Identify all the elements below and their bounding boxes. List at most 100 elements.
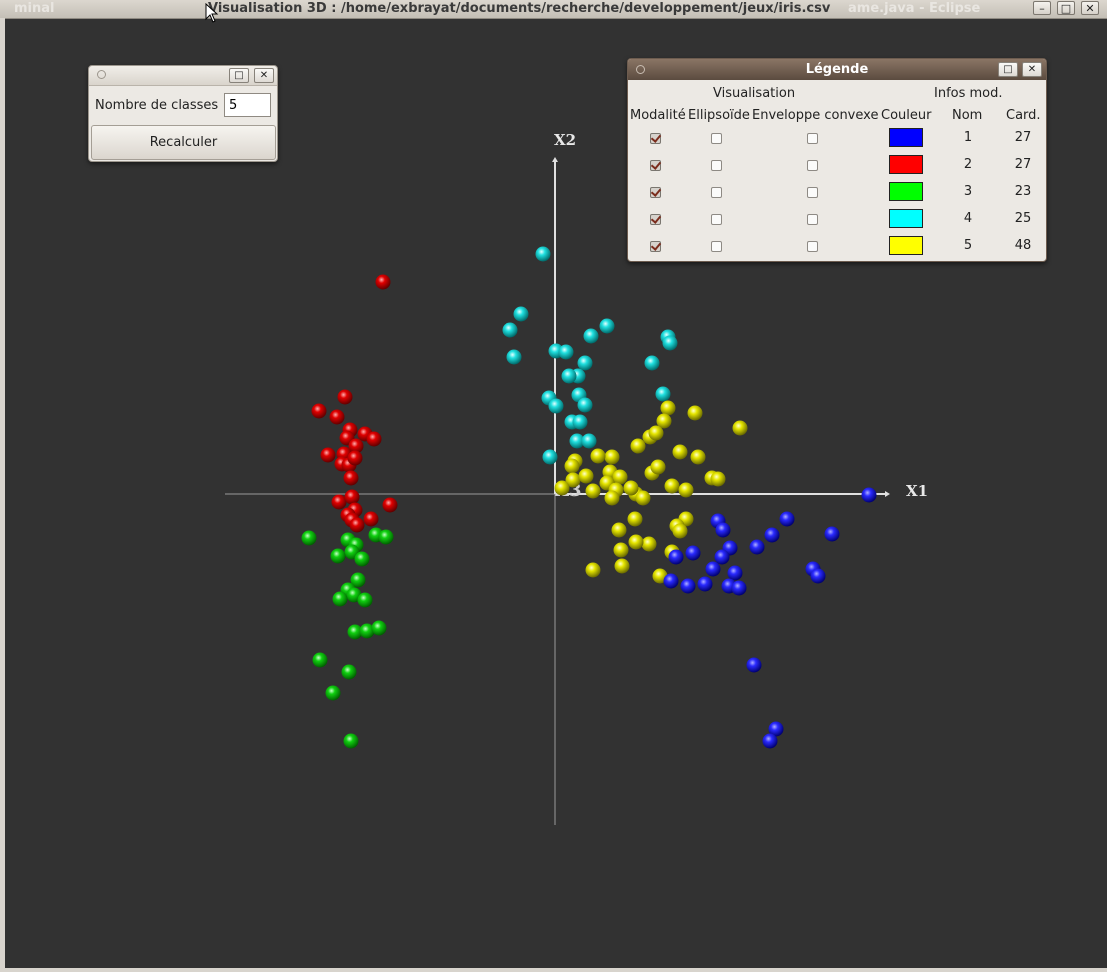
data-point: [731, 580, 747, 596]
col-header-ellipsoide: Ellipsoïde: [688, 108, 750, 123]
modalite-checkbox[interactable]: [650, 160, 661, 171]
data-point: [656, 413, 672, 429]
main-window-titlebar[interactable]: minal Visualisation 3D : /home/exbrayat/…: [0, 0, 1107, 19]
background-window-title: minal: [14, 1, 55, 16]
data-point: [585, 562, 601, 578]
data-point: [810, 568, 826, 584]
col-header-modalite: Modalité: [630, 108, 686, 123]
enveloppe-checkbox[interactable]: [807, 133, 818, 144]
legend-window-menu-icon[interactable]: [636, 65, 645, 74]
data-point: [604, 449, 620, 465]
data-point: [375, 274, 391, 290]
modalite-checkbox[interactable]: [650, 241, 661, 252]
background-window-title-right: ame.java - Eclipse: [848, 1, 981, 16]
data-point: [558, 344, 574, 360]
data-point: [685, 545, 701, 561]
maximize-button[interactable]: □: [1057, 1, 1075, 15]
data-point: [506, 349, 522, 365]
data-point: [583, 328, 599, 344]
data-point: [371, 620, 387, 636]
data-point: [678, 482, 694, 498]
close-button[interactable]: ✕: [1081, 1, 1099, 15]
data-point: [599, 318, 615, 334]
window-menu-icon[interactable]: [97, 70, 106, 79]
data-point: [502, 322, 518, 338]
data-point: [644, 355, 660, 371]
dialog-close-button[interactable]: ✕: [254, 68, 274, 83]
recalculate-button[interactable]: Recalculer: [91, 125, 276, 160]
ellipsoide-checkbox[interactable]: [711, 160, 722, 171]
data-point: [749, 539, 765, 555]
data-point: [623, 480, 639, 496]
color-swatch[interactable]: [889, 236, 923, 255]
data-point: [581, 433, 597, 449]
visualisation-group-header: Visualisation: [713, 86, 796, 101]
color-swatch[interactable]: [889, 182, 923, 201]
data-point: [311, 403, 327, 419]
data-point: [312, 652, 328, 668]
data-point: [301, 530, 317, 546]
dialog-titlebar[interactable]: □ ✕: [89, 66, 277, 86]
modalite-checkbox[interactable]: [650, 133, 661, 144]
color-swatch[interactable]: [889, 128, 923, 147]
ellipsoide-checkbox[interactable]: [711, 241, 722, 252]
class-count-input[interactable]: [224, 93, 271, 117]
legend-titlebar[interactable]: Légende □ ✕: [628, 59, 1046, 80]
data-point: [354, 551, 370, 567]
legend-title: Légende: [805, 62, 869, 77]
x2-axis-arrow: [552, 157, 558, 162]
infos-group-header: Infos mod.: [934, 86, 1003, 101]
data-point: [613, 542, 629, 558]
enveloppe-checkbox[interactable]: [807, 187, 818, 198]
data-point: [565, 472, 581, 488]
class-name: 3: [963, 184, 973, 199]
data-point: [585, 483, 601, 499]
legend-close-button[interactable]: ✕: [1022, 62, 1042, 77]
col-header-card: Card.: [1006, 108, 1041, 123]
data-point: [672, 523, 688, 539]
color-swatch[interactable]: [889, 155, 923, 174]
data-point: [320, 447, 336, 463]
data-point: [577, 355, 593, 371]
data-point: [628, 534, 644, 550]
modalite-checkbox[interactable]: [650, 214, 661, 225]
window-title: Visualisation 3D : /home/exbrayat/docume…: [208, 1, 831, 16]
data-point: [329, 409, 345, 425]
data-point: [331, 494, 347, 510]
class-card: 23: [1014, 184, 1032, 199]
class-card: 48: [1014, 238, 1032, 253]
enveloppe-checkbox[interactable]: [807, 241, 818, 252]
mouse-cursor-icon: [205, 3, 219, 23]
dialog-maximize-button[interactable]: □: [229, 68, 249, 83]
data-point: [382, 497, 398, 513]
data-point: [378, 529, 394, 545]
class-name: 5: [963, 238, 973, 253]
data-point: [715, 522, 731, 538]
data-point: [564, 458, 580, 474]
data-point: [664, 478, 680, 494]
data-point: [614, 558, 630, 574]
minimize-button[interactable]: –: [1033, 1, 1051, 15]
modalite-checkbox[interactable]: [650, 187, 661, 198]
data-point: [697, 576, 713, 592]
legend-maximize-button[interactable]: □: [998, 62, 1018, 77]
class-count-dialog[interactable]: □ ✕ Nombre de classes Recalculer: [88, 65, 278, 162]
color-swatch[interactable]: [889, 209, 923, 228]
data-point: [348, 438, 364, 454]
data-point: [779, 511, 795, 527]
col-header-nom: Nom: [952, 108, 983, 123]
data-point: [635, 490, 651, 506]
legend-window[interactable]: Légende □ ✕ Visualisation Infos mod. Mod…: [627, 58, 1047, 262]
enveloppe-checkbox[interactable]: [807, 160, 818, 171]
data-point: [330, 548, 346, 564]
data-point: [746, 657, 762, 673]
class-name: 1: [963, 130, 973, 145]
data-point: [641, 536, 657, 552]
ellipsoide-checkbox[interactable]: [711, 187, 722, 198]
data-point: [347, 450, 363, 466]
ellipsoide-checkbox[interactable]: [711, 133, 722, 144]
enveloppe-checkbox[interactable]: [807, 214, 818, 225]
data-point: [357, 592, 373, 608]
ellipsoide-checkbox[interactable]: [711, 214, 722, 225]
